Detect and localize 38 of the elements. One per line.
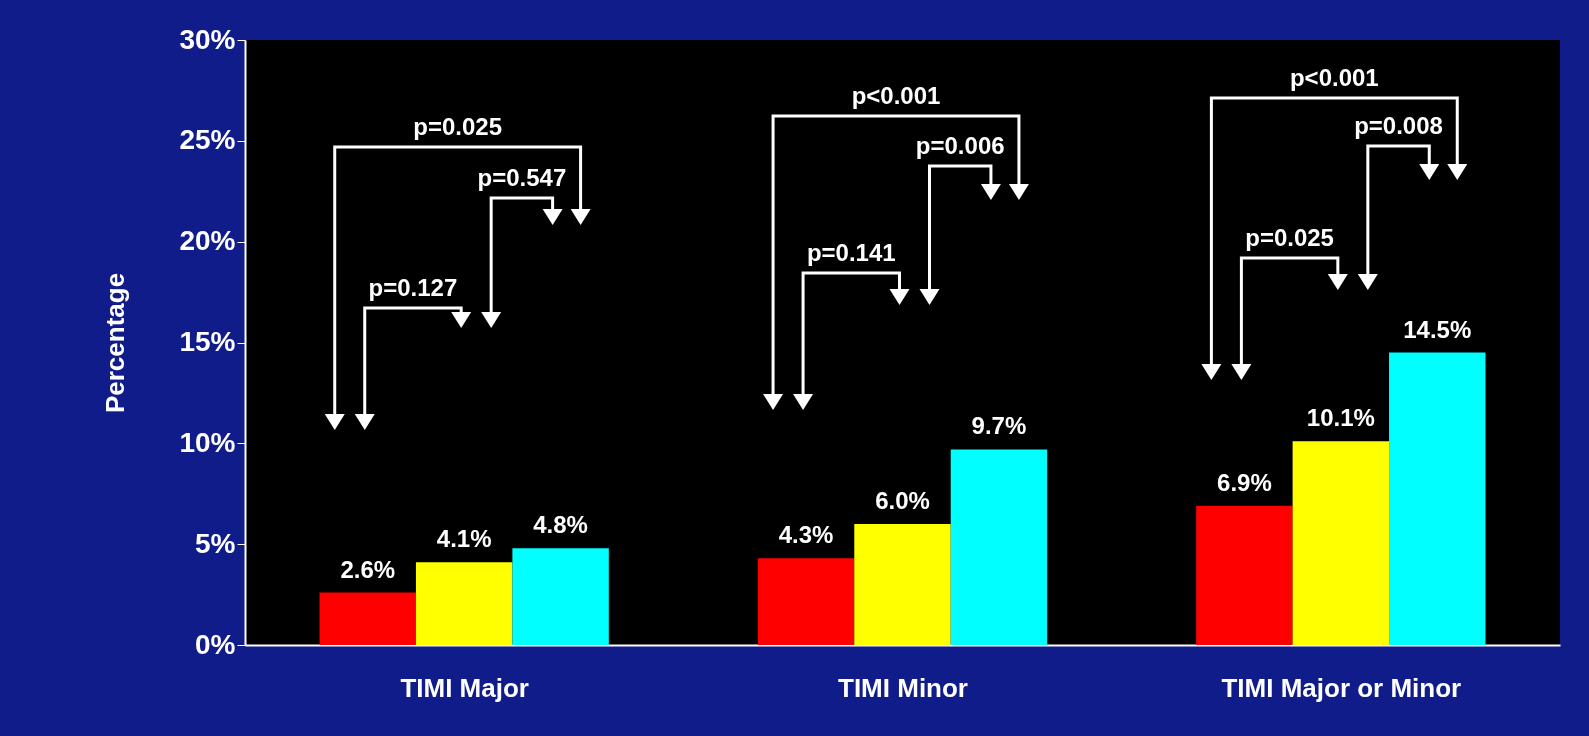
data-label: 4.3%: [778, 521, 834, 549]
bar: [319, 592, 416, 645]
bar: [757, 558, 855, 645]
annotation: p=0.547: [477, 164, 567, 191]
bar: [1196, 505, 1293, 645]
bar: [854, 524, 951, 645]
y-tick-label: 0%: [195, 628, 236, 660]
y-tick-label: 25%: [179, 124, 236, 156]
data-label: 4.8%: [533, 511, 588, 539]
y-axis-title: Percentage: [100, 272, 131, 414]
annotation: p<0.001: [851, 82, 941, 109]
data-label: 6.0%: [875, 487, 930, 514]
annotation: p=0.006: [915, 132, 1005, 159]
annotation: p=0.008: [1354, 112, 1443, 139]
data-label: 4.1%: [436, 525, 492, 553]
y-tick-label: 30%: [179, 23, 236, 55]
y-tick-label: 5%: [195, 527, 236, 559]
bar: [1292, 441, 1390, 645]
annotation: p=0.025: [413, 113, 503, 140]
y-tick-label: 15%: [179, 326, 236, 357]
y-tick-label: 20%: [179, 225, 236, 257]
annotation: p=0.127: [368, 274, 458, 301]
bar: [1389, 352, 1486, 645]
data-label: 10.1%: [1306, 404, 1375, 432]
data-label: 9.7%: [971, 412, 1027, 440]
x-tick-label: TIMI Minor: [838, 672, 968, 703]
data-label: 14.5%: [1403, 315, 1472, 343]
bar: [950, 449, 1048, 645]
data-label: 2.6%: [340, 555, 396, 583]
x-tick-label: TIMI Major: [400, 672, 529, 703]
annotation: p=0.025: [1245, 224, 1334, 251]
bar: [415, 562, 513, 645]
data-label: 6.9%: [1217, 468, 1272, 496]
annotation: p<0.001: [1289, 64, 1379, 91]
x-tick-label: TIMI Major or Minor: [1221, 672, 1462, 703]
bar: [512, 548, 609, 645]
y-tick-label: 10%: [179, 426, 236, 458]
annotation: p=0.141: [806, 239, 896, 266]
